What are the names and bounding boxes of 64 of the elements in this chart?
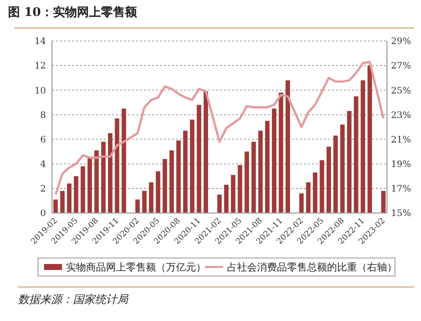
y-tick-label: 6	[40, 135, 46, 146]
bar	[114, 118, 120, 213]
bar	[142, 190, 147, 213]
bar	[251, 142, 256, 213]
bar	[80, 166, 86, 213]
bar	[183, 130, 188, 213]
bar	[272, 108, 276, 213]
y2-tick-label: 17%	[391, 184, 412, 195]
bar	[265, 120, 270, 213]
bar	[196, 104, 202, 213]
source-note: 数据来源：国家统计局	[18, 293, 129, 306]
chart-title: 图 10：实物网上零售额	[8, 5, 138, 19]
bar	[333, 136, 338, 213]
bar	[354, 96, 358, 213]
bar	[101, 142, 106, 213]
y2-tick-label: 19%	[391, 160, 412, 170]
y-tick-label: 12	[34, 62, 46, 72]
bar	[299, 193, 304, 213]
bar	[88, 158, 92, 213]
bar	[320, 160, 324, 213]
bar	[135, 199, 140, 213]
bar	[162, 158, 168, 213]
bar	[53, 199, 58, 213]
y2-tick-label: 29%	[391, 37, 412, 48]
y-tick-label: 2	[40, 184, 46, 195]
y-tick-label: 4	[40, 160, 46, 170]
line-series	[54, 60, 385, 196]
bar	[74, 176, 78, 213]
bar	[258, 130, 263, 213]
legend-label: 占社会消费品零售总额的比重（右轴）	[227, 262, 397, 274]
bar	[190, 120, 194, 213]
bar	[278, 92, 284, 213]
bar	[244, 152, 250, 213]
bar	[204, 91, 208, 213]
y-tick-label: 0	[40, 209, 46, 220]
bar	[347, 111, 352, 213]
bar	[224, 184, 229, 213]
legend-label: 实物商品网上零售额（万亿元）	[66, 262, 206, 274]
bar	[340, 124, 345, 213]
bar	[230, 174, 236, 213]
bar	[122, 108, 126, 213]
bar	[60, 190, 65, 213]
y2-tick-label: 15%	[391, 209, 412, 220]
bar	[326, 146, 331, 213]
bar	[306, 182, 311, 213]
y2-tick-label: 21%	[391, 135, 412, 146]
bar	[169, 150, 174, 213]
bar	[156, 171, 160, 213]
y2-tick-label: 25%	[391, 86, 412, 96]
bar	[312, 172, 318, 213]
bar	[360, 80, 366, 213]
bar	[108, 133, 112, 213]
bar	[381, 190, 386, 213]
bar	[67, 184, 72, 213]
y2-tick-label: 23%	[391, 110, 412, 121]
y-tick-label: 14	[34, 37, 46, 48]
y2-tick-label: 27%	[391, 62, 412, 72]
bar	[94, 150, 99, 213]
bar	[148, 182, 154, 213]
bar	[286, 80, 290, 213]
y-tick-label: 8	[40, 110, 46, 121]
y-tick-label: 10	[34, 86, 46, 96]
bar	[368, 66, 372, 213]
bar	[176, 140, 181, 213]
